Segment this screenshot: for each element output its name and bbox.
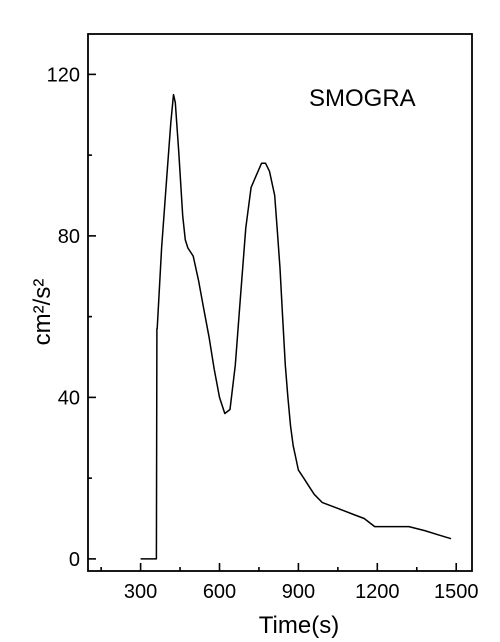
tick-labels: 300 600 900 1200 1500 0 40 80 120 [47,64,479,603]
y-axis-title: cm²/s² [29,279,56,346]
x-tick-label: 1200 [355,581,400,603]
chart-annotation: SMOGRA [309,85,416,112]
series-line [140,93,452,560]
y-tick-label: 40 [58,387,80,409]
x-tick-label: 300 [124,581,157,603]
x-tick-label: 1500 [434,581,479,603]
y-tick-label: 120 [47,64,80,86]
x-axis-title: Time(s) [259,612,339,639]
x-tick-label: 900 [282,581,315,603]
plot-frame [87,33,473,572]
y-tick-label: 0 [69,549,80,571]
x-tick-label: 600 [203,581,236,603]
axis-ticks [88,73,458,571]
y-tick-label: 80 [58,226,80,248]
